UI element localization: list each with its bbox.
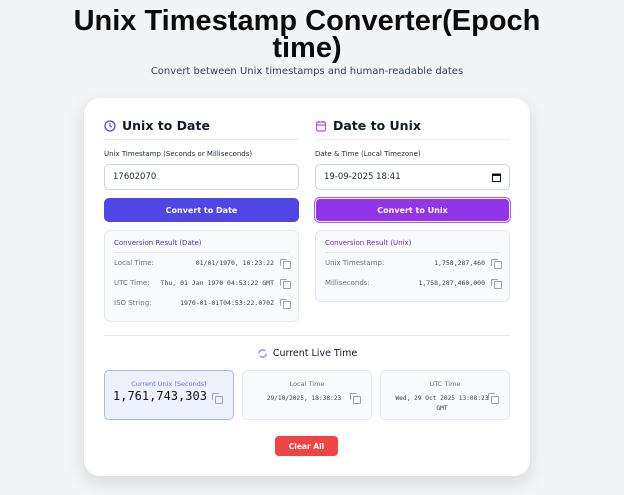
result-row: Unix Timestamp: 1,758,287,460 xyxy=(325,253,502,273)
convert-to-date-button[interactable]: Convert to Date xyxy=(104,198,299,222)
result-value: 1970-01-01T04:53:22.070Z xyxy=(180,299,274,307)
live-tiles: Current Unix (Seconds) 1,761,743,303 Loca… xyxy=(104,370,510,420)
current-unix-tile: Current Unix (Seconds) 1,761,743,303 xyxy=(104,370,234,420)
tile-value: Wed, 29 Oct 2025 13:08:23 GMT xyxy=(395,395,489,412)
datetime-value: 19-09-2025 18:41 xyxy=(324,172,401,182)
copy-icon[interactable] xyxy=(488,393,499,404)
copy-icon[interactable] xyxy=(491,258,502,269)
tile-title: UTC Time xyxy=(429,380,461,388)
page-subtitle: Convert between Unix timestamps and huma… xyxy=(150,66,464,77)
clock-icon xyxy=(104,119,116,132)
calendar-picker-icon[interactable] xyxy=(492,173,501,182)
result-value: 01/01/1970, 10:23:22 xyxy=(195,259,274,267)
tile-title: Local Time xyxy=(289,380,325,388)
result-key: UTC Time: xyxy=(114,279,150,287)
datetime-input[interactable]: 19-09-2025 18:41 xyxy=(315,164,510,190)
section-heading: Date to Unix xyxy=(333,118,421,133)
tile-title: Current Unix (Seconds) xyxy=(131,380,207,388)
copy-icon[interactable] xyxy=(491,278,502,289)
result-value: 1,758,287,460,000 xyxy=(418,279,485,287)
copy-icon[interactable] xyxy=(212,393,223,404)
timestamp-value: 17602070 xyxy=(113,172,157,182)
result-key: Milliseconds: xyxy=(325,279,370,287)
divider xyxy=(104,335,510,336)
copy-icon[interactable] xyxy=(280,298,291,309)
copy-icon[interactable] xyxy=(350,393,361,404)
datetime-label: Date & Time (Local Timezone) xyxy=(315,150,421,158)
unix-result-panel: Conversion Result (Unix) Unix Timestamp:… xyxy=(315,230,510,302)
result-row: UTC Time: Thu, 01 Jan 1970 04:53:22 GMT xyxy=(114,273,291,293)
result-title: Conversion Result (Date) xyxy=(114,239,289,253)
date-to-unix-section: Date to Unix Date & Time (Local Timezone… xyxy=(314,118,511,302)
convert-to-unix-button[interactable]: Convert to Unix xyxy=(314,197,511,223)
result-row: Milliseconds: 1,758,287,460,000 xyxy=(325,273,502,293)
section-heading: Unix to Date xyxy=(122,118,210,133)
date-result-panel: Conversion Result (Date) Local Time: 01/0… xyxy=(104,230,299,322)
calendar-icon xyxy=(315,120,327,132)
result-value: Thu, 01 Jan 1970 04:53:22 GMT xyxy=(160,279,275,287)
local-time-tile: Local Time 29/10/2025, 18:38:23 xyxy=(242,370,372,420)
result-row: ISO String: 1970-01-01T04:53:22.070Z xyxy=(114,293,291,313)
result-title: Conversion Result (Unix) xyxy=(325,239,500,253)
unix-to-date-section: Unix to Date Unix Timestamp (Seconds or … xyxy=(104,118,299,322)
timestamp-input[interactable]: 17602070 xyxy=(104,164,299,190)
clear-all-button[interactable]: Clear All xyxy=(275,436,338,456)
tile-value: 1,761,743,303 xyxy=(113,389,207,403)
converter-card: Unix to Date Unix Timestamp (Seconds or … xyxy=(84,98,530,476)
timestamp-label: Unix Timestamp (Seconds or Milliseconds) xyxy=(104,150,253,158)
result-row: Local Time: 01/01/1970, 10:23:22 xyxy=(114,253,291,273)
result-value: 1,758,287,460 xyxy=(434,259,485,267)
live-heading-text: Current Live Time xyxy=(272,348,358,359)
page-title: Unix Timestamp Converter(Epoch time) xyxy=(73,5,541,64)
utc-time-tile: UTC Time Wed, 29 Oct 2025 13:08:23 GMT xyxy=(380,370,510,420)
live-time-heading: Current Live Time xyxy=(84,348,530,359)
result-key: Local Time: xyxy=(114,259,154,267)
result-key: ISO String: xyxy=(114,299,152,307)
result-key: Unix Timestamp: xyxy=(325,259,385,267)
copy-icon[interactable] xyxy=(280,278,291,289)
refresh-icon xyxy=(258,349,267,358)
tile-value: 29/10/2025, 18:38:23 xyxy=(266,395,342,402)
copy-icon[interactable] xyxy=(280,258,291,269)
